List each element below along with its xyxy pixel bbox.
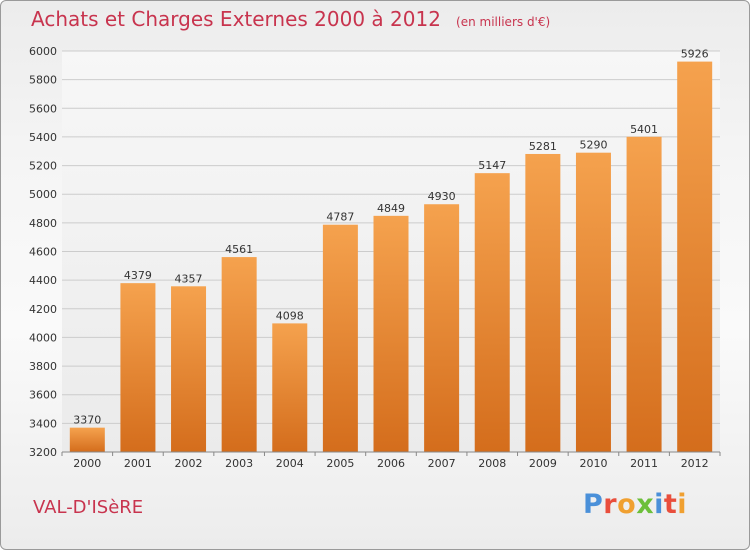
bar-2005 xyxy=(322,224,358,452)
data-label-2007: 4930 xyxy=(428,190,456,203)
logo-letter: P xyxy=(583,489,604,520)
location-name: VAL-D'ISèRE xyxy=(33,497,144,518)
y-tick-label: 5000 xyxy=(29,188,57,201)
data-label-2010: 5290 xyxy=(579,139,607,152)
bar-2008 xyxy=(474,173,510,452)
axis-layer: 3200 3400 3600 3800 4000 4200 4400 4600 4800 5000… xyxy=(29,45,721,470)
y-tick-label: 3200 xyxy=(29,446,57,459)
data-label-2009: 5281 xyxy=(529,140,557,153)
y-tick-label: 4000 xyxy=(29,331,57,344)
bar-2011 xyxy=(626,136,662,453)
y-tick-label: 5400 xyxy=(29,131,57,144)
data-label-2008: 5147 xyxy=(478,159,506,172)
x-tick-label-2012: 2012 xyxy=(681,457,709,470)
chart-subtitle: (en milliers d'€) xyxy=(456,15,551,29)
logo-letter: i xyxy=(677,489,688,520)
proxiti-logo[interactable]: Proxiti xyxy=(583,489,687,520)
y-tick-label: 3800 xyxy=(29,360,57,373)
data-label-2000: 3370 xyxy=(73,414,101,427)
data-label-2011: 5401 xyxy=(630,123,658,136)
bar-2003 xyxy=(221,257,257,452)
data-label-2003: 4561 xyxy=(225,243,253,256)
y-tick-label: 5600 xyxy=(29,102,57,115)
bar-2004 xyxy=(272,323,308,452)
data-label-2012: 5926 xyxy=(681,48,709,61)
x-tick-label-2011: 2011 xyxy=(630,457,658,470)
logo-letter: x xyxy=(636,489,655,520)
y-tick-label: 4400 xyxy=(29,274,57,287)
bar-2002 xyxy=(171,286,207,452)
data-label-2004: 4098 xyxy=(276,309,304,322)
x-tick-label-2000: 2000 xyxy=(73,457,101,470)
x-tick-label-2002: 2002 xyxy=(175,457,203,470)
title-row: Achats et Charges Externes 2000 à 2012 (… xyxy=(31,7,550,31)
x-tick-label-2007: 2007 xyxy=(428,457,456,470)
data-label-2001: 4379 xyxy=(124,269,152,282)
data-label-2006: 4849 xyxy=(377,202,405,215)
chart-title: Achats et Charges Externes 2000 à 2012 xyxy=(31,7,441,31)
y-tick-label: 6000 xyxy=(29,45,57,58)
x-tick-label-2005: 2005 xyxy=(326,457,354,470)
y-tick-label: 4800 xyxy=(29,217,57,230)
y-tick-label: 5800 xyxy=(29,74,57,87)
bar-2006 xyxy=(373,215,409,452)
bar-2010 xyxy=(575,152,611,453)
bar-2012 xyxy=(677,61,713,452)
bars-layer: 3370 4379 4357 4561 4098 4787 4849 4930 5147 5281… xyxy=(69,48,713,453)
y-tick-label: 3400 xyxy=(29,417,57,430)
bar-2007 xyxy=(424,204,460,452)
logo-letter: r xyxy=(603,489,618,520)
x-tick-label-2003: 2003 xyxy=(225,457,253,470)
x-tick-label-2010: 2010 xyxy=(579,457,607,470)
y-tick-label: 4600 xyxy=(29,246,57,259)
bar-2009 xyxy=(525,153,561,452)
bar-2001 xyxy=(120,283,156,452)
x-tick-label-2004: 2004 xyxy=(276,457,304,470)
y-tick-label: 4200 xyxy=(29,303,57,316)
bar-2000 xyxy=(69,427,105,452)
logo-letter: t xyxy=(663,489,678,520)
x-tick-label-2006: 2006 xyxy=(377,457,405,470)
data-label-2005: 4787 xyxy=(326,211,354,224)
data-label-2002: 4357 xyxy=(175,272,203,285)
y-tick-label: 5200 xyxy=(29,160,57,173)
logo-letter: i xyxy=(654,489,664,520)
logo-letter: o xyxy=(617,489,637,520)
y-tick-label: 3600 xyxy=(29,389,57,402)
x-tick-label-2001: 2001 xyxy=(124,457,152,470)
x-tick-label-2008: 2008 xyxy=(478,457,506,470)
x-tick-label-2009: 2009 xyxy=(529,457,557,470)
